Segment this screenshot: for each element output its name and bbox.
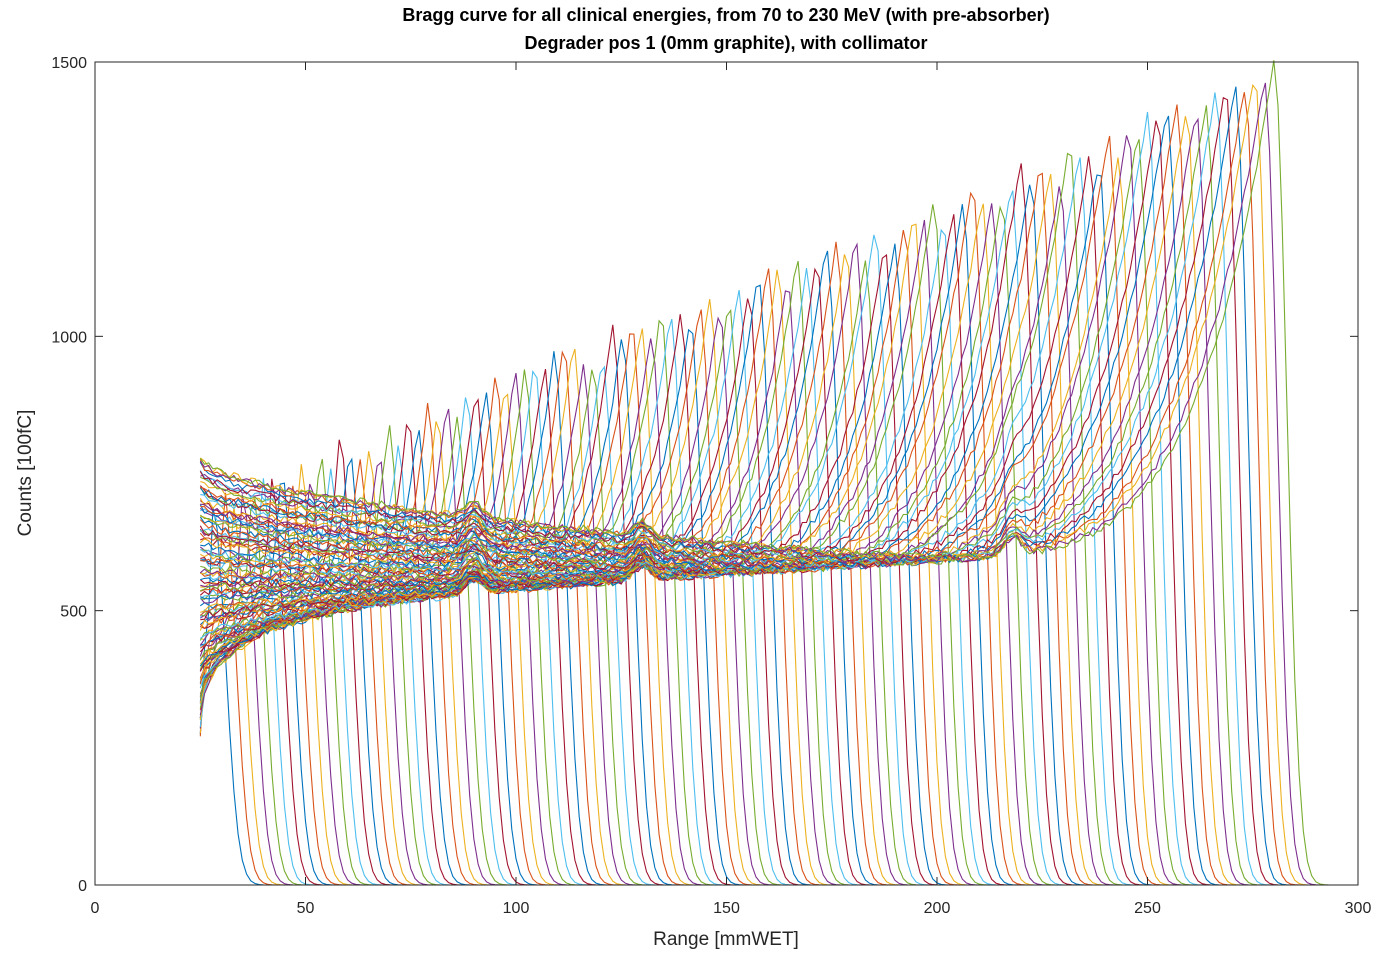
y-axis-label: Counts [100fC] <box>15 410 36 537</box>
plot-area <box>95 62 1358 885</box>
x-tick-label: 0 <box>91 900 100 917</box>
bragg-curve-series-109 <box>199 82 1358 886</box>
x-tick-label: 300 <box>1345 900 1372 917</box>
x-tick-label: 100 <box>503 900 530 917</box>
x-axis-label: Range [mmWET] <box>653 929 799 950</box>
bragg-curve-series-99 <box>199 115 1358 886</box>
bragg-curve-series-104 <box>199 92 1358 886</box>
bragg-curve-series-110 <box>199 60 1358 886</box>
chart-subtitle: Degrader pos 1 (0mm graphite), with coll… <box>524 33 927 53</box>
chart-title: Bragg curve for all clinical energies, f… <box>402 5 1049 25</box>
x-tick-label: 200 <box>924 900 951 917</box>
y-tick-label: 1500 <box>51 55 87 72</box>
y-tick-label: 500 <box>60 604 87 621</box>
ticks-layer: 0 50 100 150 200 250 300 0 500 1000 1500 <box>51 55 1371 917</box>
bragg-curve-series-95 <box>200 135 1358 886</box>
bragg-curve-series-103 <box>200 105 1358 886</box>
x-tick-label: 150 <box>713 900 740 917</box>
bragg-curve-series-108 <box>199 83 1358 886</box>
y-tick-label: 0 <box>78 878 87 895</box>
y-tick-label: 1000 <box>51 329 87 346</box>
x-tick-label: 50 <box>297 900 315 917</box>
x-tick-label: 250 <box>1134 900 1161 917</box>
